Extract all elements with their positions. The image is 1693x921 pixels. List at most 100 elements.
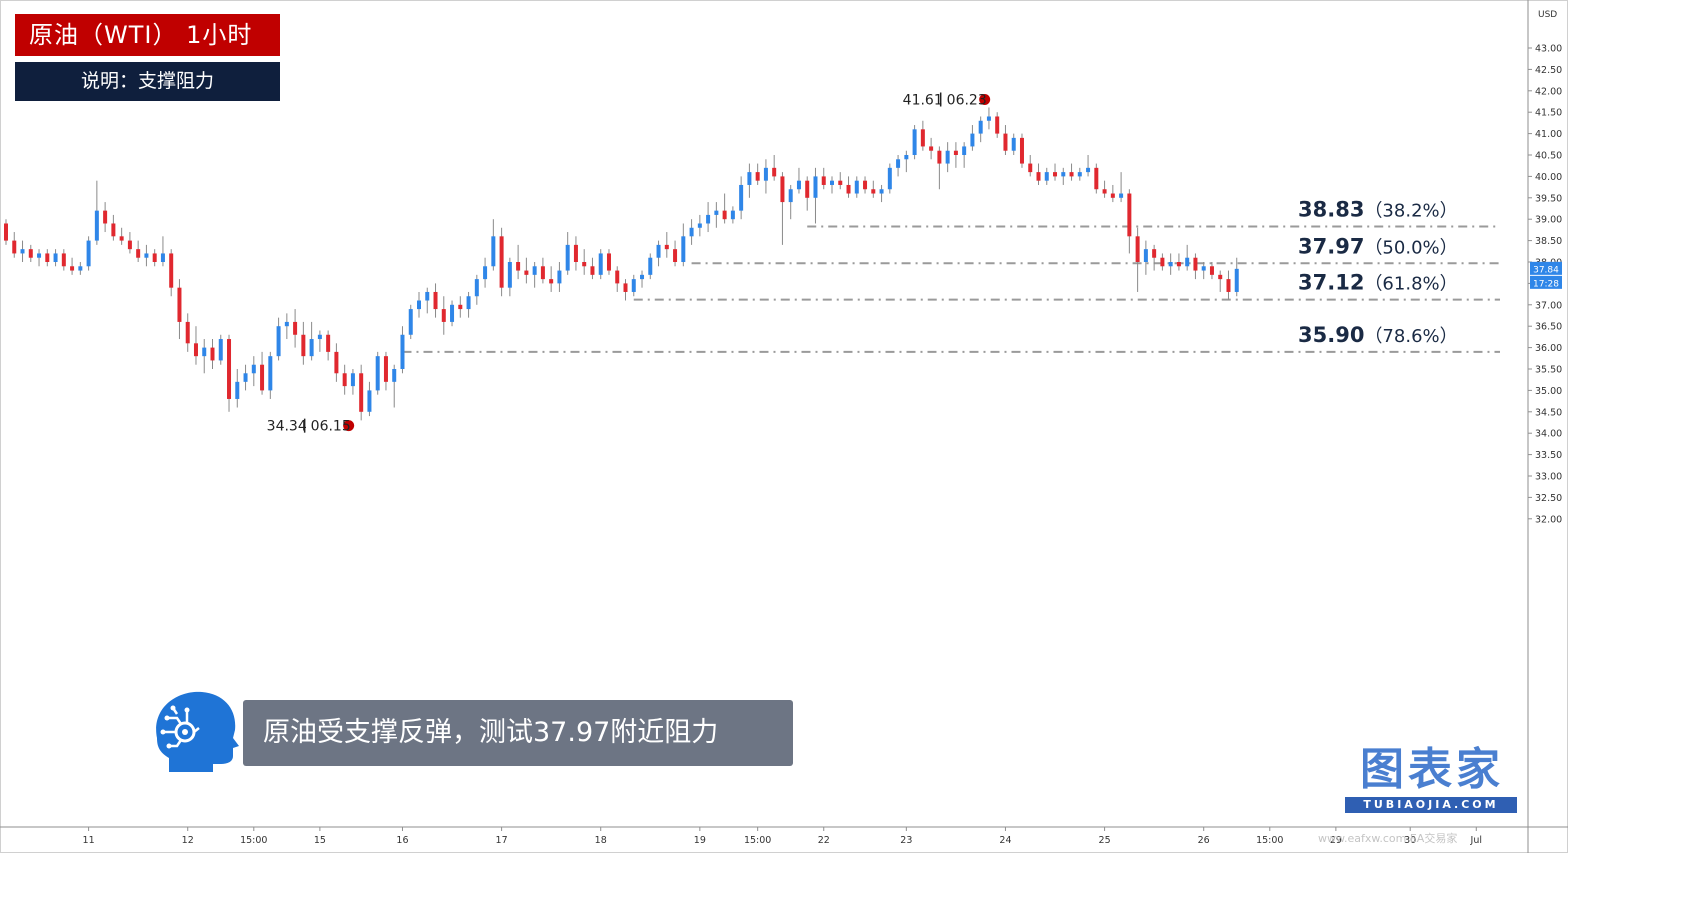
y-tick-label: 33.50 [1535,450,1562,461]
x-tick-label: 30 [1404,835,1416,846]
candle-body [995,116,1000,134]
candle-body [243,373,248,382]
candle-body [1143,249,1148,262]
candle-body [854,180,859,194]
candle-body [871,189,876,194]
level-label: 38.83（38.2%） [1298,197,1458,221]
candle-body [1135,236,1140,262]
candle-body [375,356,380,391]
candle-body [326,334,331,352]
level-label: 37.12（61.8%） [1298,271,1458,295]
candle-body [664,244,669,250]
candle-body [714,210,719,215]
y-tick-label: 42.50 [1535,65,1562,76]
candle-body [152,253,157,262]
candle-body [400,334,405,369]
y-tick-label: 35.50 [1535,365,1562,376]
candle-body [350,373,355,387]
candle-body [483,266,488,280]
candle-body [706,214,711,224]
candle-body [293,321,298,335]
level-price: 38.83 [1298,197,1364,221]
candle-body [61,253,66,267]
candle-body [681,236,686,262]
y-tick-label: 41.50 [1535,108,1562,119]
candle-body [1127,193,1132,237]
candle-body [648,257,653,275]
candle-body [606,253,611,271]
extreme-date: 06.23 [947,92,987,108]
extreme-date: 06.15 [311,419,351,435]
y-tick-label: 32.50 [1535,493,1562,504]
candle-body [268,356,273,391]
candle-body [1152,249,1157,258]
candle-body [863,180,868,190]
chart-title: 原油（WTI） 1小时 [15,14,280,56]
candle-body [953,150,958,155]
candle-body [94,210,99,241]
y-tick-label: 41.00 [1535,129,1562,140]
candle-body [210,347,215,361]
level-price: 37.97 [1298,234,1364,258]
candle-body [1036,172,1041,181]
candle-body [524,270,529,275]
y-tick-label: 39.50 [1535,193,1562,204]
candle-body [1185,257,1190,267]
candle-body [433,291,438,310]
candle-body [565,244,570,271]
candle-body [144,253,149,258]
current-time-label: 17:28 [1533,279,1559,289]
x-tick-label: 15:00 [1256,835,1283,846]
current-price-label: 37.84 [1533,265,1559,275]
candle-body [185,321,190,344]
y-tick-label: 37.00 [1535,300,1562,311]
candle-body [920,129,925,147]
candle-body [491,236,496,267]
level-label: 35.90（78.6%） [1298,323,1458,347]
y-tick-label: 34.50 [1535,407,1562,418]
level-percent: （38.2%） [1364,200,1457,221]
y-tick-label: 43.00 [1535,44,1562,55]
candle-body [53,253,58,262]
candle-body [656,244,661,258]
level-price: 37.12 [1298,271,1364,295]
candle-body [408,309,413,335]
x-tick-label: 18 [595,835,607,846]
candle-body [813,176,818,198]
brand-url: TUBIAOJIA.COM [1345,797,1517,813]
candle-body [1094,167,1099,190]
y-tick-label: 34.00 [1535,429,1562,440]
extreme-price: 34.34 [267,419,307,435]
candle-body [904,155,909,160]
candle-body [284,321,289,327]
candle-body [640,274,645,280]
candle-body [499,236,504,288]
candle-body [598,253,603,275]
candle-body [202,347,207,357]
candle-body [673,249,678,262]
candle-body [986,116,991,121]
candle-body [86,240,91,267]
candle-body [739,184,744,211]
x-tick-label: 29 [1330,835,1342,846]
candle-body [1019,137,1024,164]
candle-body [227,339,232,399]
candle-body [441,309,446,322]
candle-body [342,373,347,387]
candle-body [1119,193,1124,198]
x-tick-label: 16 [396,835,408,846]
candle-body [136,249,141,258]
x-tick-label: 17 [496,835,508,846]
candle-body [1011,137,1016,151]
candle-body [1044,172,1049,181]
candle-body [359,373,364,412]
candle-body [590,266,595,275]
y-tick-label: 40.00 [1535,172,1562,183]
candle-body [45,253,50,262]
candle-body [334,351,339,374]
candle-body [755,172,760,181]
ai-head-icon [147,688,239,772]
currency-label: USD [1538,10,1557,20]
candle-body [169,253,174,288]
price-chart: USD 32.00 32.50 33.00 33.50 34.00 34.50 35.00 35… [0,0,1568,853]
